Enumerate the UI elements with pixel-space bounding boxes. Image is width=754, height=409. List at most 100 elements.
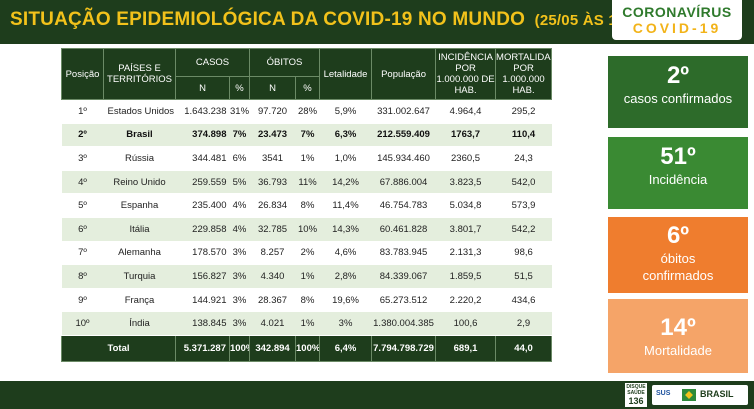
cell-obitos-pct: 1% xyxy=(295,146,320,171)
government-logo: SUS BRASIL xyxy=(652,385,748,405)
cell-pos: 2º xyxy=(61,123,104,148)
cell-populacao: 67.886.004 xyxy=(371,170,436,195)
cell-casos-n: 229.858 xyxy=(175,217,230,242)
cell-casos-n: 259.559 xyxy=(175,170,230,195)
cell-casos-pct: 3% xyxy=(229,311,250,336)
cell-casos-pct: 4% xyxy=(229,217,250,242)
cell-pos: 6º xyxy=(61,217,104,242)
cell-mortalidade: 98,6 xyxy=(495,241,552,266)
cell-populacao: 331.002.647 xyxy=(371,99,436,124)
col-header-paises: PAÍSES E TERRITÓRIOS xyxy=(103,48,176,100)
table-row: 1º Estados Unidos 1.643.238 31% 97.720 2… xyxy=(61,99,552,124)
rank-card-label-line1: óbitos xyxy=(660,251,696,266)
cell-incidencia: 1.859,5 xyxy=(435,264,496,289)
cell-casos-pct: 3% xyxy=(229,241,250,266)
rank-card-number: 14º xyxy=(660,314,696,341)
cell-country: Alemanha xyxy=(103,241,176,266)
cell-letalidade: 14,3% xyxy=(319,217,372,242)
cell-incidencia: 100,6 xyxy=(435,311,496,336)
cell-mortalidade: 51,5 xyxy=(495,264,552,289)
col-header-incidencia: INCIDÊNCIA POR 1.000.000 DE HAB. xyxy=(435,48,497,100)
logo-line1: CORONAVÍRUS xyxy=(622,4,732,20)
cell-casos-n: 156.827 xyxy=(175,264,230,289)
table-row: 8º Turquia 156.827 3% 4.340 1% 2,8% 84.3… xyxy=(61,264,552,289)
rank-card-label: Incidência xyxy=(648,172,708,187)
cell-obitos-n: 36.793 xyxy=(249,170,296,195)
cell-total-obitos-pct: 100% xyxy=(295,334,321,362)
cell-obitos-pct: 1% xyxy=(295,311,320,336)
cell-incidencia: 3.801,7 xyxy=(435,217,496,242)
cell-pos: 10º xyxy=(61,311,104,336)
rank-card-obitos: 6º óbitos confirmados xyxy=(608,217,748,293)
sus-logo: SUS xyxy=(656,390,671,397)
table-row: 6º Itália 229.858 4% 32.785 10% 14,3% 60… xyxy=(61,217,552,242)
cell-obitos-n: 97.720 xyxy=(249,99,296,124)
page-title: SITUAÇÃO EPIDEMIOLÓGICA DA COVID-19 NO M… xyxy=(10,9,642,30)
cell-country: Rússia xyxy=(103,146,176,171)
cell-obitos-n: 4.340 xyxy=(249,264,296,289)
coronavirus-logo: CORONAVÍRUS COVID-19 xyxy=(612,0,742,40)
col-header-obitos-n: N xyxy=(249,76,297,100)
col-header-letalidade: Letalidade xyxy=(319,48,373,100)
cell-pos: 1º xyxy=(61,99,104,124)
cell-mortalidade: 573,9 xyxy=(495,193,552,218)
disque-saude-label: DISQUE SAÚDE xyxy=(626,384,646,396)
logo-line2: COVID-19 xyxy=(632,20,722,36)
cell-mortalidade: 110,4 xyxy=(495,123,552,148)
cell-casos-n: 178.570 xyxy=(175,241,230,266)
cell-mortalidade: 24,3 xyxy=(495,146,552,171)
table-row: 10º Índia 138.845 3% 4.021 1% 3% 1.380.0… xyxy=(61,311,552,336)
cell-mortalidade: 542,0 xyxy=(495,170,552,195)
cell-obitos-pct: 11% xyxy=(295,170,320,195)
cell-casos-pct: 3% xyxy=(229,288,250,313)
cell-casos-pct: 3% xyxy=(229,264,250,289)
cell-letalidade: 5,9% xyxy=(319,99,372,124)
cell-letalidade: 19,6% xyxy=(319,288,372,313)
disque-saude-number: 136 xyxy=(628,396,644,406)
cell-letalidade: 6,3% xyxy=(319,123,372,148)
cell-total-mortalidade: 44,0 xyxy=(495,334,553,362)
rank-card-number: 51º xyxy=(660,143,696,170)
rank-card-label: Mortalidade xyxy=(644,343,712,358)
brasil-wordmark: BRASIL xyxy=(700,389,734,399)
cell-casos-n: 1.643.238 xyxy=(175,99,230,124)
cell-casos-n: 235.400 xyxy=(175,193,230,218)
cell-obitos-pct: 8% xyxy=(295,193,320,218)
cell-pos: 7º xyxy=(61,241,104,266)
cell-pos: 8º xyxy=(61,264,104,289)
cell-mortalidade: 295,2 xyxy=(495,99,552,124)
cell-country: Turquia xyxy=(103,264,176,289)
cell-country: Itália xyxy=(103,217,176,242)
table-row: 7º Alemanha 178.570 3% 8.257 2% 4,6% 83.… xyxy=(61,241,552,266)
rank-card-number: 6º xyxy=(666,222,690,249)
cell-casos-pct: 6% xyxy=(229,146,250,171)
cell-pos: 5º xyxy=(61,193,104,218)
col-header-casos-pct: % xyxy=(228,76,251,100)
table-row: 9º França 144.921 3% 28.367 8% 19,6% 65.… xyxy=(61,288,552,313)
col-header-casos: CASOS xyxy=(174,48,251,77)
cell-pos: 4º xyxy=(61,170,104,195)
cell-populacao: 83.783.945 xyxy=(371,241,436,266)
cell-casos-pct: 7% xyxy=(229,123,250,148)
cell-obitos-n: 32.785 xyxy=(249,217,296,242)
cell-letalidade: 2,8% xyxy=(319,264,372,289)
cell-populacao: 46.754.783 xyxy=(371,193,436,218)
table-total-row: Total 5.371.287 100% 342.894 100% 6,4% 7… xyxy=(61,334,553,362)
brazil-flag-icon xyxy=(682,389,696,401)
rank-card-incidencia: 51º Incidência xyxy=(608,137,748,209)
cell-populacao: 145.934.460 xyxy=(371,146,436,171)
cell-populacao: 65.273.512 xyxy=(371,288,436,313)
rank-card-casos: 2º casos confirmados xyxy=(608,56,748,128)
cell-country: Estados Unidos xyxy=(103,99,176,124)
table-row: 4º Reino Unido 259.559 5% 36.793 11% 14,… xyxy=(61,170,552,195)
cell-populacao: 60.461.828 xyxy=(371,217,436,242)
cell-incidencia: 1763,7 xyxy=(435,123,496,148)
cell-obitos-n: 23.473 xyxy=(249,123,296,148)
table-row-highlighted: 2º Brasil 374.898 7% 23.473 7% 6,3% 212.… xyxy=(61,123,552,148)
cell-total-incidencia: 689,1 xyxy=(435,334,497,362)
cell-obitos-n: 4.021 xyxy=(249,311,296,336)
cell-letalidade: 14,2% xyxy=(319,170,372,195)
cell-obitos-pct: 1% xyxy=(295,264,320,289)
cell-casos-pct: 31% xyxy=(229,99,250,124)
cell-obitos-n: 3541 xyxy=(249,146,296,171)
